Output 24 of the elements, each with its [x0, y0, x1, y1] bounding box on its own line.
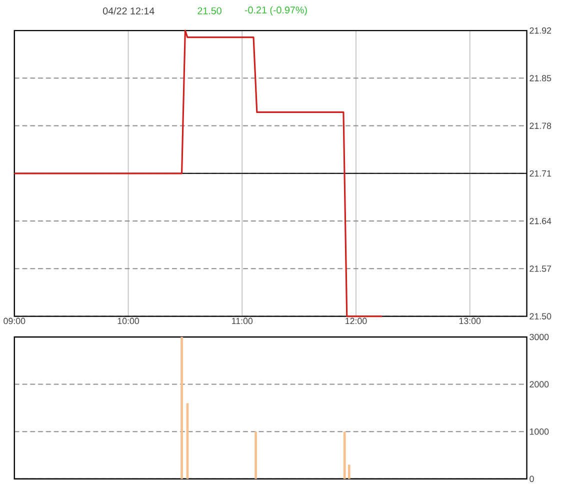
- line-series: [14, 30, 383, 318]
- y-tick-label: 3000: [530, 334, 549, 340]
- x-tick-label: 11:00: [232, 318, 253, 324]
- y-tick-label: 21.71: [530, 170, 552, 177]
- text: 21.50: [198, 8, 222, 14]
- bar: [254, 432, 257, 480]
- y-tick-label: 21.64: [530, 218, 552, 224]
- y-tick-label: 21.78: [530, 122, 552, 130]
- bar: [180, 337, 183, 480]
- x-tick-label: 12:00: [346, 318, 367, 324]
- y-tick-label: 21.92: [530, 28, 552, 34]
- y-tick-label: 21.57: [530, 266, 552, 272]
- bar: [348, 464, 350, 480]
- x-tick-label: 13:00: [459, 318, 481, 324]
- x-tick-label: 09:00: [4, 318, 26, 324]
- chart-title: 04/22 12:14: [103, 7, 154, 15]
- y-tick-label: 21.85: [530, 75, 552, 82]
- x-tick-label: 10:00: [118, 318, 140, 324]
- y-tick-label: 21.50: [530, 313, 552, 320]
- y-tick-label: 1000: [530, 428, 549, 435]
- y-tick-label: 2000: [530, 381, 549, 388]
- text: -0.21 (-0.97%): [244, 6, 307, 16]
- bar: [343, 432, 346, 480]
- y-tick-label: 0: [530, 476, 534, 482]
